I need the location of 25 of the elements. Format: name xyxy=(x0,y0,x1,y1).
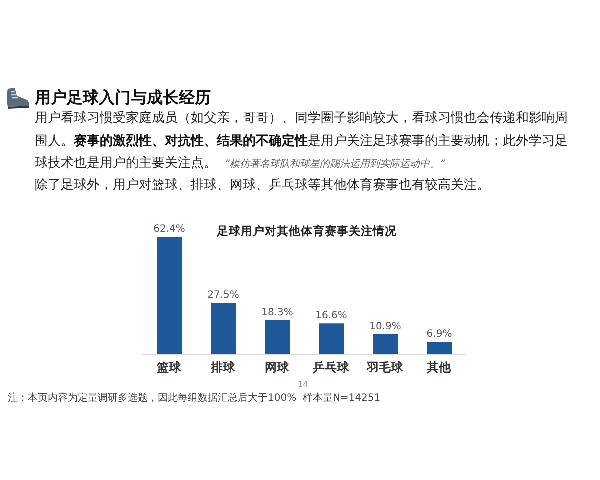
bar xyxy=(211,302,236,355)
bar xyxy=(319,324,344,355)
text: 14 xyxy=(298,380,308,390)
bar xyxy=(265,320,290,355)
x-tick-label: 其他 xyxy=(426,360,452,375)
data-label: 10.9% xyxy=(370,321,402,332)
data-label: 6.9% xyxy=(426,328,452,340)
data-label: 27.5% xyxy=(208,290,240,301)
data-label: 62.4% xyxy=(154,224,186,235)
text: 注：本页内容为定量调研多选题，因此每组数据汇总后大于100% 样本量N=14251 xyxy=(8,393,381,405)
chart-title: 足球用户对其他体育赛事关注情况 xyxy=(216,223,398,239)
x-tick-label: 乒乓球 xyxy=(312,360,350,375)
text: 用户足球入门与成长经历 xyxy=(35,88,211,108)
text: “模仿著名球队和球星的踢法运用到实际运动中。” xyxy=(225,159,446,170)
x-tick-label: 羽毛球 xyxy=(366,360,404,375)
data-label: 18.3% xyxy=(262,307,294,318)
text: 赛事的激烈性、对抗性、结果的不确定性 xyxy=(74,134,308,148)
bar xyxy=(427,342,452,355)
data-label: 16.6% xyxy=(316,310,348,322)
bar xyxy=(373,334,398,355)
bar xyxy=(157,237,182,355)
text: 除了足球外，用户对篮球、排球、网球、乒乓球等其他体育赛事也有较高关注。 xyxy=(35,176,491,195)
x-tick-label: 篮球 xyxy=(156,360,182,375)
x-tick-label: 排球 xyxy=(210,360,236,375)
x-tick-label: 网球 xyxy=(265,360,290,375)
